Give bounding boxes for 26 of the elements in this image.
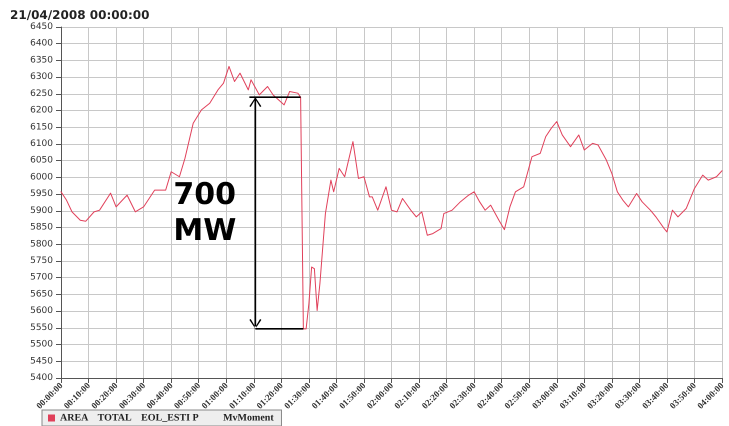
y-tick-label: 6150 [30,122,54,132]
y-tick-label: 5450 [30,356,54,366]
y-tick-label: 5600 [30,306,54,316]
y-tick-label: 5400 [30,373,54,383]
y-tick-label: 5950 [30,189,54,200]
y-tick-label: 5850 [30,222,54,233]
y-tick-label: 5800 [30,239,54,250]
chart-title: 21/04/2008 00:00:00 [10,8,150,22]
y-tick-label: 6250 [30,88,54,99]
y-tick-label: 5750 [30,256,54,266]
annotation: 700 MW [173,177,238,250]
y-tick-label: 6000 [30,172,54,182]
y-tick-label: 5700 [30,272,54,283]
y-tick-label: 6450 [30,22,54,32]
line-series [60,66,722,330]
y-tick-label: 6100 [30,139,54,149]
y-tick-label: 6350 [30,55,54,66]
y-tick-label: 6400 [30,38,54,49]
y-tick-label: 5500 [30,340,54,350]
y-tick-label: 5650 [30,289,54,300]
y-tick-label: 5550 [30,322,54,333]
y-tick-label: 5900 [30,206,54,216]
y-tick-label: 6050 [30,156,54,166]
legend-label: AREA TOTAL EOL_ESTI P MvMoment [60,412,274,424]
y-tick-label: 6300 [30,72,54,82]
y-tick-label: 6200 [30,106,54,116]
